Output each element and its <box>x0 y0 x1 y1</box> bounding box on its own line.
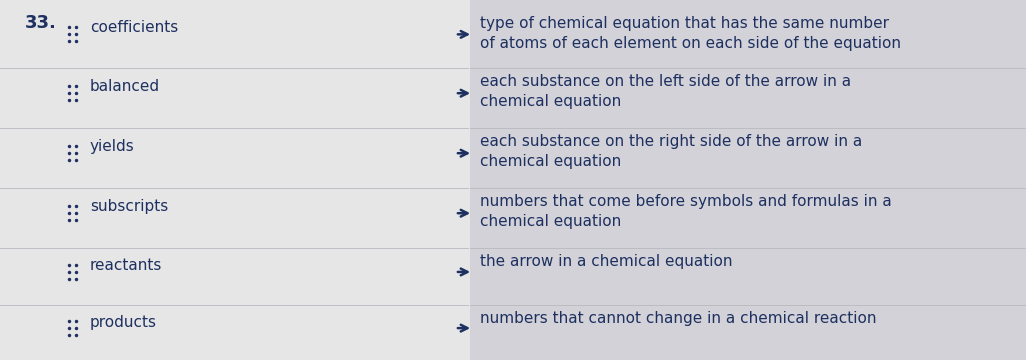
Text: numbers that come before symbols and formulas in a
chemical equation: numbers that come before symbols and for… <box>480 194 892 229</box>
Text: 33.: 33. <box>25 14 56 32</box>
Text: reactants: reactants <box>90 258 162 273</box>
Text: yields: yields <box>90 139 134 154</box>
Bar <box>470 0 1026 360</box>
Text: the arrow in a chemical equation: the arrow in a chemical equation <box>480 254 733 269</box>
Text: each substance on the right side of the arrow in a
chemical equation: each substance on the right side of the … <box>480 134 862 170</box>
Text: each substance on the left side of the arrow in a
chemical equation: each substance on the left side of the a… <box>480 74 852 109</box>
Text: products: products <box>90 315 157 330</box>
Text: balanced: balanced <box>90 79 160 94</box>
Text: coefficients: coefficients <box>90 21 179 35</box>
Text: subscripts: subscripts <box>90 199 168 214</box>
Text: numbers that cannot change in a chemical reaction: numbers that cannot change in a chemical… <box>480 310 876 325</box>
Text: type of chemical equation that has the same number
of atoms of each element on e: type of chemical equation that has the s… <box>480 16 901 51</box>
